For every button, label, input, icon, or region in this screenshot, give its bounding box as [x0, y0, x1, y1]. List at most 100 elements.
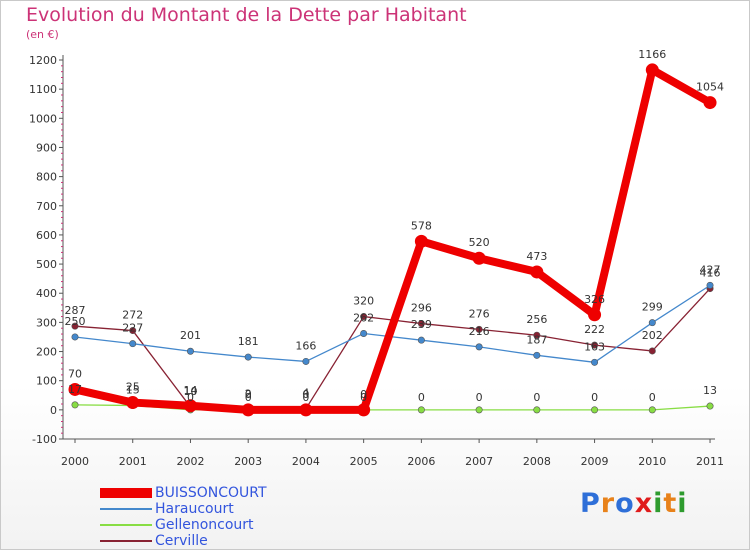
series-line	[71, 65, 715, 414]
data-point	[648, 406, 656, 414]
data-point	[591, 341, 599, 349]
y-tick-label: 1000	[29, 112, 57, 125]
data-label: 326	[584, 293, 605, 306]
data-label: 0	[649, 391, 656, 404]
data-label: 0	[245, 388, 252, 401]
data-point	[302, 357, 310, 365]
legend-label: Haraucourt	[155, 501, 234, 517]
chart-title: Evolution du Montant de la Dette par Hab…	[26, 4, 467, 26]
legend-label: Gellenoncourt	[155, 517, 254, 533]
data-label: 4	[302, 387, 309, 400]
legend-swatch	[100, 540, 152, 542]
x-tick-label: 2002	[176, 455, 204, 468]
data-point	[533, 331, 541, 339]
legend-label: Cerville	[155, 533, 208, 549]
data-point	[129, 327, 137, 335]
data-point	[530, 265, 544, 279]
y-tick-label: 1100	[29, 83, 57, 96]
data-point	[645, 63, 659, 77]
data-label: 0	[302, 391, 309, 404]
data-point	[71, 322, 79, 330]
legend: BUISSONCOURT Haraucourt Gellenoncourt Ce…	[100, 485, 267, 549]
x-tick-label: 2008	[523, 455, 551, 468]
data-label: 276	[469, 307, 490, 320]
data-label: 17	[68, 383, 82, 396]
data-label: 227	[122, 322, 143, 335]
logo-letter: o	[615, 488, 635, 519]
data-point	[475, 343, 483, 351]
y-tick-label: 300	[36, 316, 57, 329]
data-point	[414, 234, 428, 248]
data-point	[591, 358, 599, 366]
data-label: 10	[183, 385, 197, 398]
x-tick-label: 2007	[465, 455, 493, 468]
y-tick-label: 600	[36, 229, 57, 242]
data-point	[706, 281, 714, 289]
data-point	[706, 402, 714, 410]
y-tick-label: 100	[36, 375, 57, 388]
data-point	[299, 403, 313, 417]
data-label: 187	[526, 333, 547, 346]
y-tick-label: 800	[36, 171, 57, 184]
data-point	[533, 406, 541, 414]
data-label: 256	[526, 313, 547, 326]
data-label: 0	[533, 391, 540, 404]
data-point	[68, 382, 82, 396]
data-label: 1054	[696, 81, 724, 94]
data-point	[129, 340, 137, 348]
data-label: 520	[469, 236, 490, 249]
data-label: 427	[700, 263, 721, 276]
data-label: 222	[584, 323, 605, 336]
data-label: 299	[642, 301, 663, 314]
data-label: 2	[245, 387, 252, 400]
x-tick-label: 2001	[119, 455, 147, 468]
data-point	[241, 403, 255, 417]
y-tick-label: 700	[36, 200, 57, 213]
data-label: 473	[526, 250, 547, 263]
data-point	[703, 96, 717, 110]
data-label: 201	[180, 329, 201, 342]
data-point	[588, 308, 602, 322]
unit-label: (en €)	[26, 28, 59, 41]
data-point	[360, 313, 368, 321]
data-point	[186, 347, 194, 355]
data-label: 262	[353, 311, 374, 324]
y-tick-label: 1200	[29, 54, 57, 67]
data-point	[472, 251, 486, 265]
y-tick-label: 0	[50, 404, 57, 417]
data-label: 239	[411, 318, 432, 331]
x-tick-label: 2011	[696, 455, 724, 468]
data-label: 181	[238, 335, 259, 348]
logo-letter: i	[677, 488, 688, 519]
data-point	[417, 336, 425, 344]
data-label: 320	[353, 295, 374, 308]
data-label: 272	[122, 309, 143, 322]
data-label: 216	[469, 325, 490, 338]
y-tick-label: 400	[36, 287, 57, 300]
data-label: 0	[360, 391, 367, 404]
data-point	[417, 406, 425, 414]
data-point	[244, 353, 252, 361]
y-tick-label: 900	[36, 141, 57, 154]
legend-item: BUISSONCOURT	[100, 485, 267, 501]
x-tick-label: 2005	[350, 455, 378, 468]
legend-item: Cerville	[100, 533, 267, 549]
data-label: 13	[703, 384, 717, 397]
data-label: 14	[183, 384, 197, 397]
data-label: 0	[418, 391, 425, 404]
legend-swatch	[100, 508, 152, 510]
legend-swatch	[100, 488, 152, 498]
data-label: 0	[360, 388, 367, 401]
data-point	[648, 347, 656, 355]
data-label: 416	[700, 267, 721, 280]
data-label: 250	[65, 315, 86, 328]
proxiti-logo: Proxiti	[580, 488, 688, 519]
x-tick-label: 2006	[407, 455, 435, 468]
y-tick-label: 200	[36, 346, 57, 359]
data-label: 166	[295, 339, 316, 352]
logo-letter: r	[600, 488, 616, 519]
data-label: 0	[591, 391, 598, 404]
logo-letter: x	[634, 488, 654, 519]
data-point	[591, 406, 599, 414]
